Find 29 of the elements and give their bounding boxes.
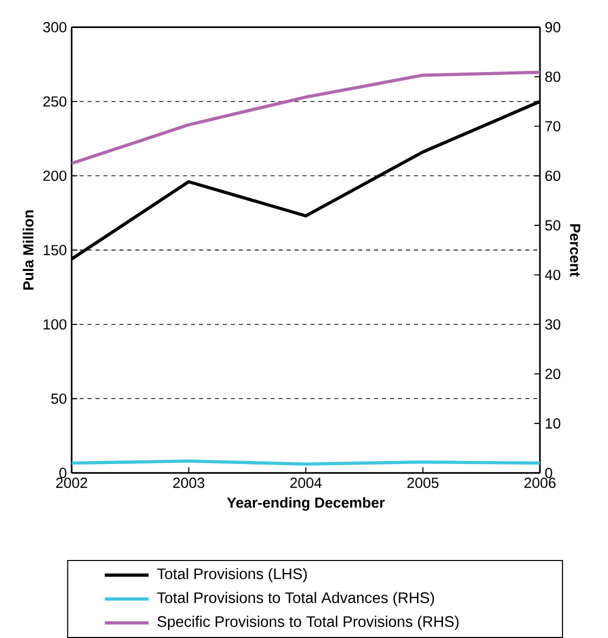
x-tick-label: 2006 <box>524 478 556 488</box>
legend-label: Total Provisions (LHS) <box>157 568 307 582</box>
y2-axis-title: Percent <box>570 224 580 277</box>
y-tick-label: 150 <box>44 244 66 256</box>
y-tick-label: 200 <box>43 170 66 181</box>
legend-label: Specific Provisions to Total Provisions (RHS) <box>158 616 459 630</box>
x-tick-label: 2005 <box>407 478 438 488</box>
line-series <box>72 70 540 165</box>
y2-tick-label: 60 <box>545 170 560 181</box>
y2-tick-label: 40 <box>544 270 560 280</box>
y-tick-label: 250 <box>43 96 66 107</box>
y2-tick-label: 80 <box>545 72 560 82</box>
y2-tick-label: 20 <box>545 368 560 380</box>
y2-tick-label: 0 <box>545 468 552 478</box>
y2-tick-label: 90 <box>545 22 560 32</box>
x-tick-label: 2002 <box>56 478 88 488</box>
y-axis-title: Pula Million <box>22 210 34 290</box>
x-tick-label: 2004 <box>290 478 322 488</box>
x-tick-label: 2003 <box>173 478 204 488</box>
y2-tick-label: 50 <box>545 220 560 230</box>
y-tick-label: 100 <box>44 319 66 330</box>
y-tick-label: 0 <box>59 468 66 478</box>
legend-label: Total Provisions to Total Advances (RHS) <box>157 592 434 606</box>
y-tick-label: 300 <box>43 22 66 32</box>
y-tick-label: 50 <box>51 394 66 404</box>
y2-tick-label: 30 <box>545 319 560 330</box>
y2-tick-label: 70 <box>545 121 560 132</box>
x-axis-title: Year-ending December <box>226 497 385 511</box>
y2-tick-label: 10 <box>546 418 560 429</box>
